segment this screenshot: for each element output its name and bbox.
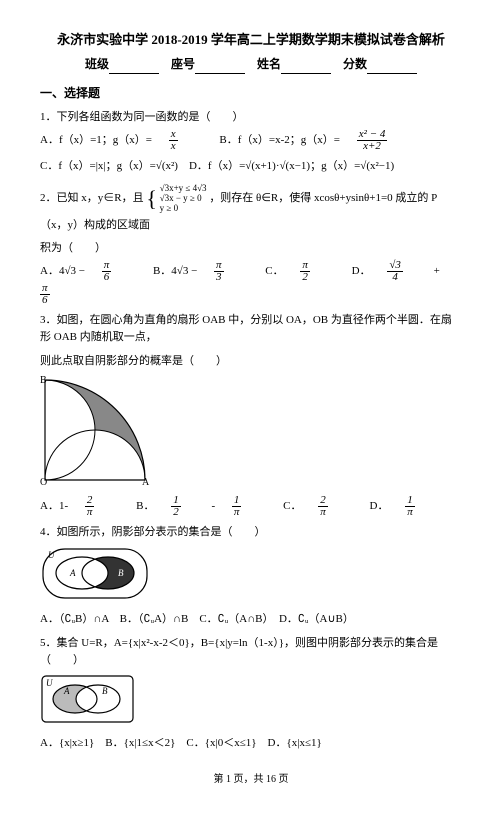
q2-optD-num1: √3	[387, 260, 403, 272]
q1-optA-pre: A．f（x）=1；g（x）=	[40, 134, 155, 146]
q5-figure: U A B	[40, 674, 462, 731]
q2-optD-pre: D．	[341, 265, 371, 277]
q2-optD-plus: +	[434, 265, 440, 277]
sector-diagram-icon: B O A	[40, 375, 150, 485]
class-blank	[109, 61, 159, 74]
q3-optA-den: π	[85, 507, 95, 518]
exam-title: 永济市实验中学 2018-2019 学年高二上学期数学期末模拟试卷含解析	[40, 30, 462, 51]
class-label: 班级	[85, 57, 109, 71]
q3-label-A: A	[142, 477, 150, 485]
q3-optB-den1: 2	[171, 507, 181, 518]
q2-stem-cont: 积为（ ）	[40, 240, 462, 258]
q2-system: √3x+y ≤ 4√3 √3x − y ≥ 0 y ≥ 0	[160, 184, 207, 214]
q2-optD-num2: π	[40, 283, 50, 295]
q3-optB-minus: -	[211, 500, 217, 512]
section-1-heading: 一、选择题	[40, 84, 462, 103]
q1-stem: 1．下列各组函数为同一函数的是（ ）	[40, 109, 462, 127]
q3-opts: A．1- 2π B． 12 - 1π C． 2π D． 1π	[40, 495, 462, 518]
q2-optD-frac2: π6	[40, 283, 64, 306]
q2-optC-den: 2	[300, 272, 310, 283]
page-footer: 第 1 页，共 16 页	[40, 772, 462, 788]
q3-label-B: B	[40, 375, 47, 386]
q1-opts-line1: A．f（x）=1；g（x）= xx B．f（x）=x-2；g（x）= x² − …	[40, 129, 462, 152]
q2-optC-frac: π2	[300, 260, 324, 283]
q1-opts-line2: C．f（x）=|x|；g（x）=√(x²) D．f（x）=√(x+1)·√(x−…	[40, 158, 462, 176]
q3-optD-frac: 1π	[405, 495, 429, 518]
q2-optB-pre: B．4√3 −	[142, 265, 200, 277]
seat-label: 座号	[171, 57, 195, 71]
q3-optC-frac: 2π	[318, 495, 342, 518]
q3-optC-pre: C．	[272, 500, 301, 512]
q3-optD-den: π	[405, 507, 415, 518]
q1-optA-den: x	[169, 141, 178, 152]
q5-label-U: U	[46, 678, 53, 688]
q2-optA-den: 6	[102, 272, 112, 283]
q5-stem: 5．集合 U=R，A={x|x²-x-2＜0}，B={x|y=ln（1-x）}，…	[40, 635, 462, 670]
venn-diagram-icon: U A B	[40, 546, 150, 601]
q3-optC-den: π	[318, 507, 328, 518]
q3-optD-pre: D．	[359, 500, 389, 512]
q4-label-U: U	[48, 550, 55, 560]
q1-optA-num: x	[169, 129, 178, 141]
q2-sys1: √3x+y ≤ 4√3	[160, 183, 207, 193]
q2-optA-pre: A．4√3 −	[40, 265, 88, 277]
q5-label-A: A	[63, 686, 70, 696]
q5-label-B: B	[102, 686, 108, 696]
score-label: 分数	[343, 57, 367, 71]
q2-sys2: √3x − y ≥ 0	[160, 193, 202, 203]
q2-sys3: y ≥ 0	[160, 203, 178, 213]
q3-optB-frac1: 12	[171, 495, 195, 518]
q2-stem-pre: 2．已知 x，y∈R，且	[40, 192, 146, 204]
q5-opts: A．{x|x≥1} B．{x|1≤x＜2} C．{x|0＜x≤1} D．{x|x…	[40, 735, 462, 753]
q4-stem: 4．如图所示，阴影部分表示的集合是（ ）	[40, 524, 462, 542]
q2-optC-pre: C．	[254, 265, 283, 277]
q2-optB-den: 3	[214, 272, 224, 283]
q2-optA-num: π	[102, 260, 112, 272]
q2-opts: A．4√3 − π6 B．4√3 − π3 C． π2 D． √34 + π6	[40, 260, 462, 306]
q1-optB-pre: B．f（x）=x-2；g（x）=	[208, 134, 342, 146]
q3-optA-pre: A．1-	[40, 500, 71, 512]
brace-icon: {	[146, 186, 157, 211]
q1-optB-den: x+2	[357, 141, 388, 152]
name-blank	[281, 61, 331, 74]
q2-optB-num: π	[214, 260, 224, 272]
info-row: 班级 座号 姓名 分数	[40, 55, 462, 74]
seat-blank	[195, 61, 245, 74]
q4-label-A: A	[69, 568, 76, 578]
q2-optD-frac1: √34	[387, 260, 417, 283]
q3-stem2: 则此点取自阴影部分的概率是（ ）	[40, 353, 462, 371]
q2-optD-den1: 4	[387, 272, 403, 283]
q3-optB-frac2: 1π	[232, 495, 256, 518]
score-blank	[367, 61, 417, 74]
q3-optA-frac: 2π	[85, 495, 109, 518]
q4-opts: A．（∁ᵤB）∩A B．（∁ᵤA）∩B C．∁ᵤ（A∩B） D．∁ᵤ（A∪B）	[40, 611, 462, 629]
q3-optB-den2: π	[232, 507, 242, 518]
name-label: 姓名	[257, 57, 281, 71]
q3-stem1: 3．如图，在圆心角为直角的扇形 OAB 中，分别以 OA，OB 为直径作两个半圆…	[40, 312, 462, 347]
q2-stem: 2．已知 x，y∈R，且 { √3x+y ≤ 4√3 √3x − y ≥ 0 y…	[40, 181, 462, 234]
q3-figure: B O A	[40, 375, 462, 492]
q3-optB-pre: B．	[125, 500, 154, 512]
q1-optB-num: x² − 4	[357, 129, 388, 141]
q2-optA-frac: π6	[102, 260, 126, 283]
q3-label-O: O	[40, 477, 47, 485]
venn-diagram2-icon: U A B	[40, 674, 135, 724]
q2-optB-frac: π3	[214, 260, 238, 283]
q2-optC-num: π	[300, 260, 310, 272]
q4-label-B: B	[118, 568, 124, 578]
q4-figure: U A B	[40, 546, 462, 608]
q1-optA-frac: xx	[169, 129, 192, 152]
q2-optD-den2: 6	[40, 295, 50, 306]
q1-optB-frac: x² − 4x+2	[357, 129, 402, 152]
